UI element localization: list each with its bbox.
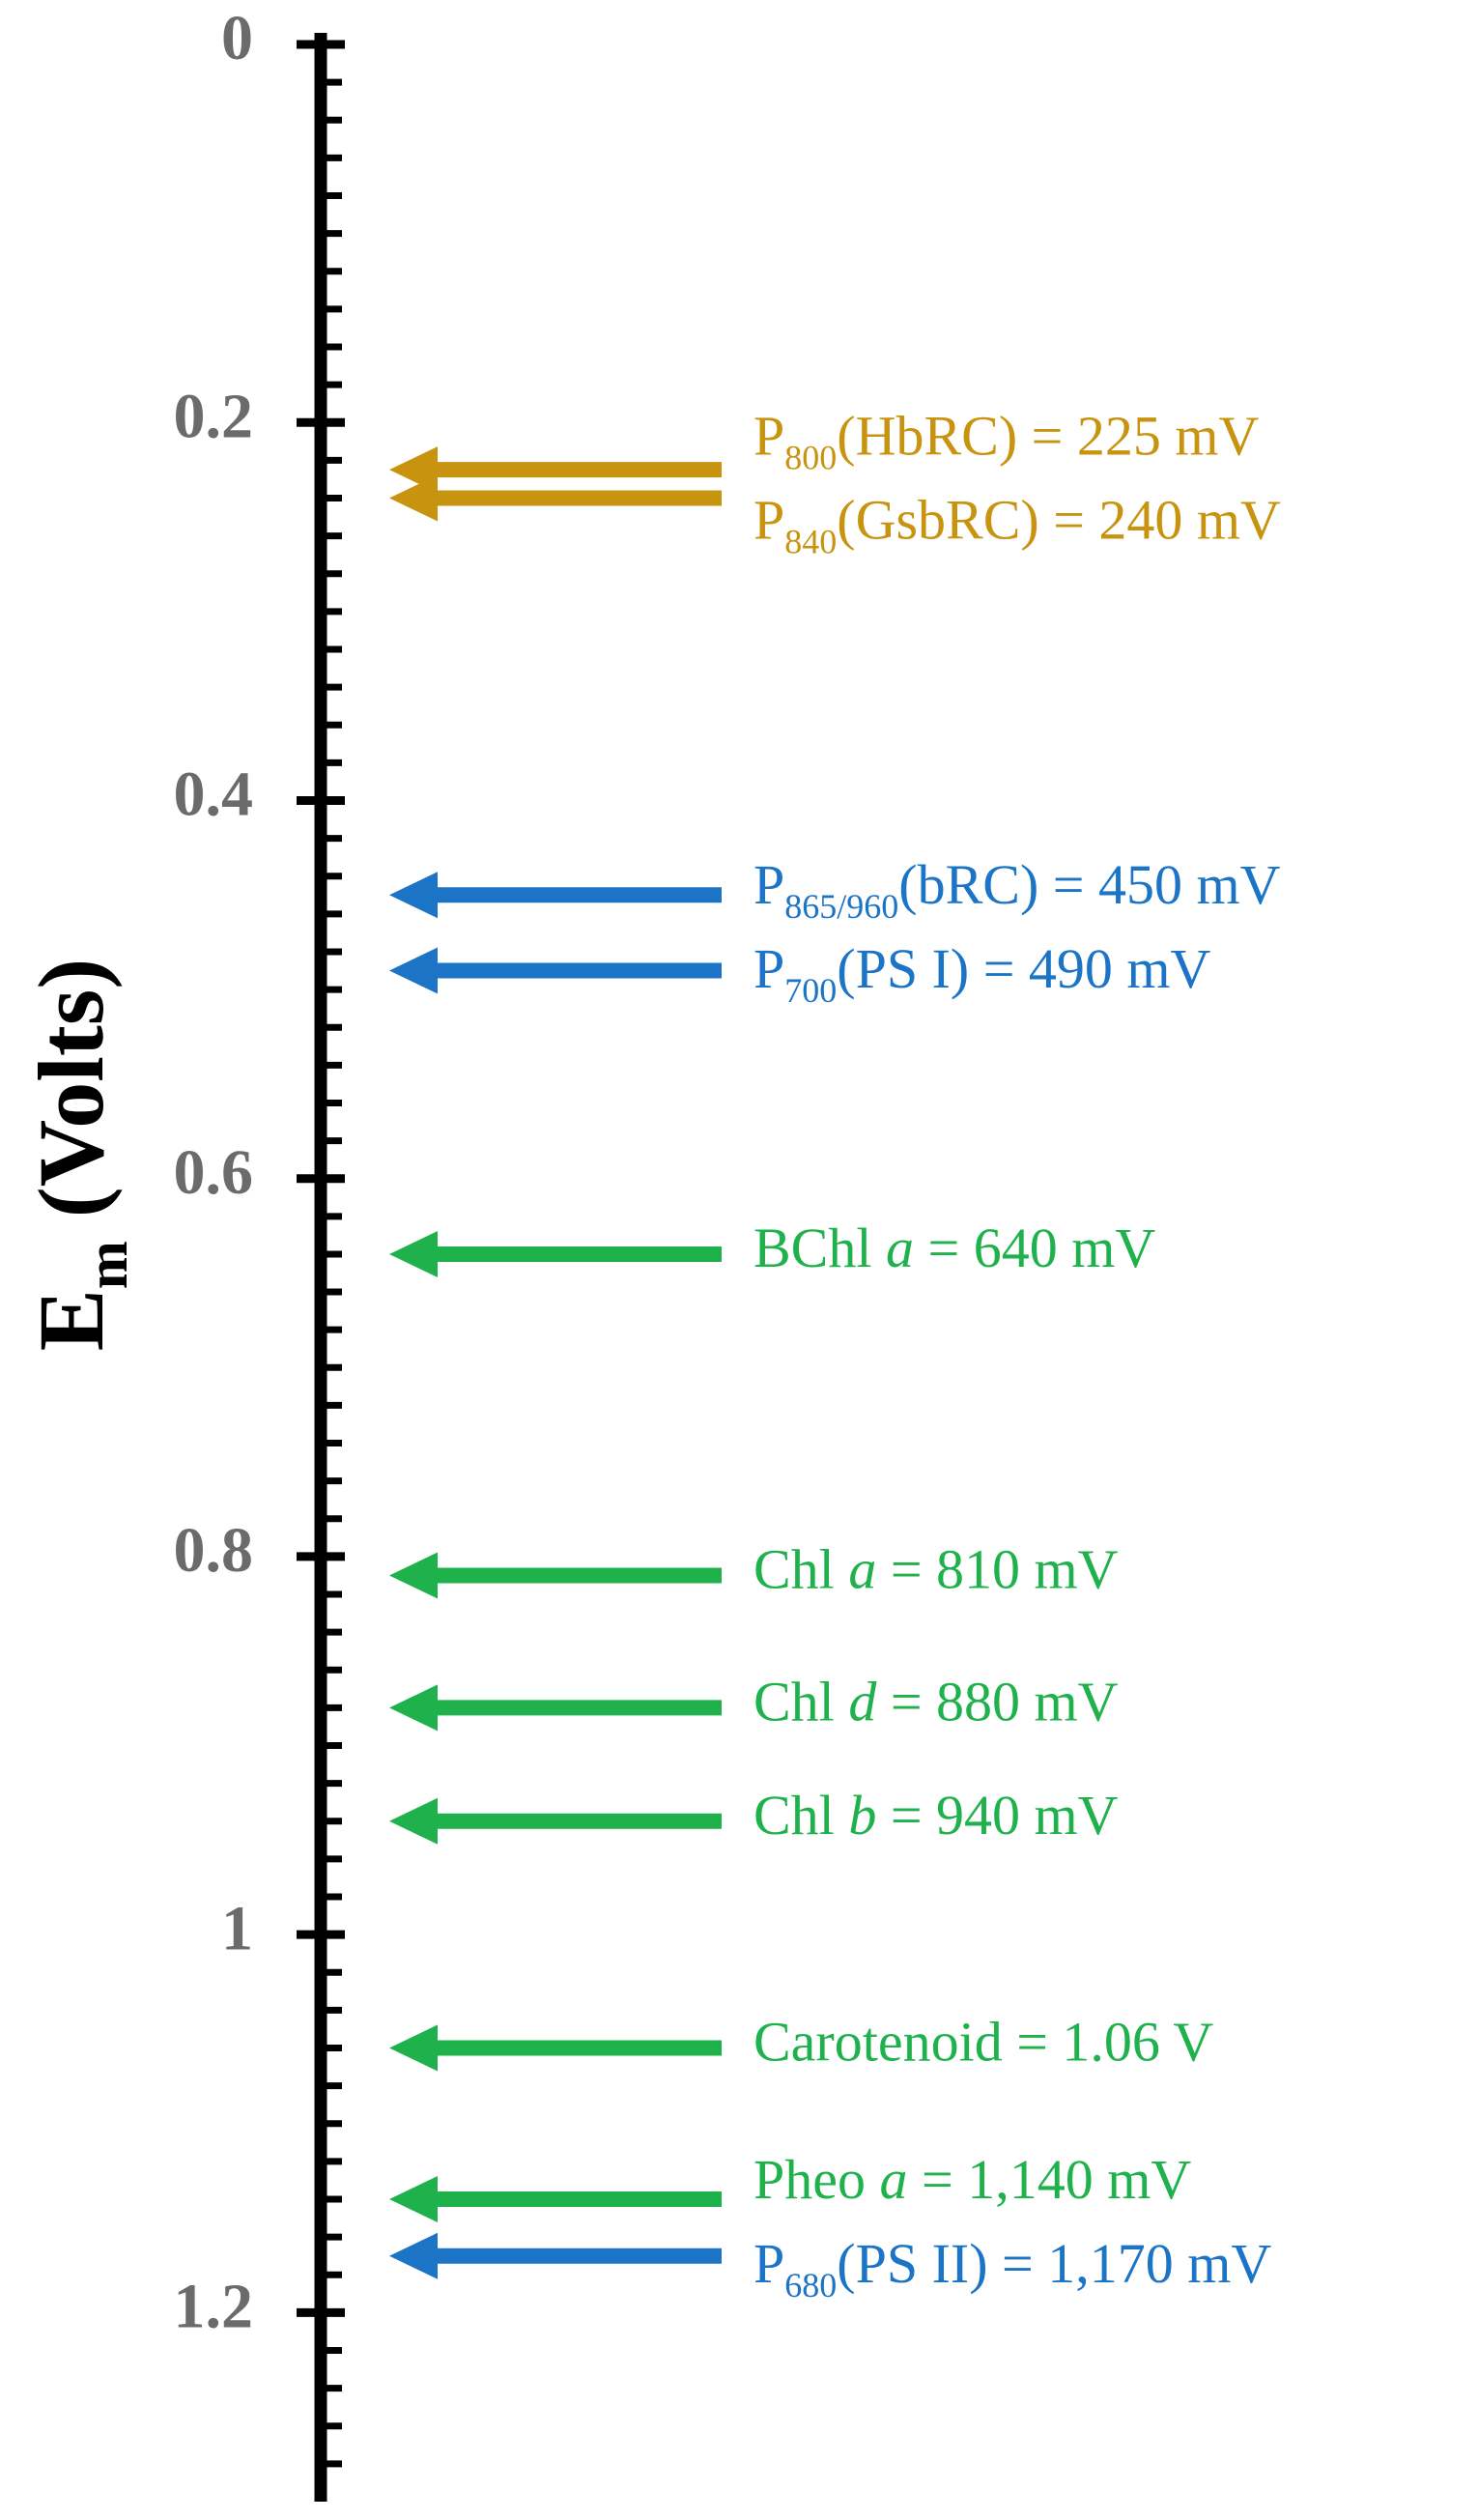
arrow	[389, 1552, 722, 1599]
arrow-label: Carotenoid = 1.06 V	[753, 2011, 1213, 2074]
arrow	[389, 1797, 722, 1845]
text-segment: 865/960	[784, 887, 898, 926]
text-segment: = 880 mV	[876, 1671, 1118, 1733]
text-segment: = 810 mV	[876, 1538, 1118, 1601]
text-segment: a	[886, 1217, 914, 1279]
y-tick-label: 0.4	[174, 759, 254, 830]
arrow	[389, 474, 722, 522]
y-tick-label: 0.2	[174, 381, 254, 451]
text-segment: Chl	[753, 1784, 848, 1847]
text-segment: Chl	[753, 1671, 848, 1733]
text-segment: P	[753, 405, 784, 468]
arrow-label: Pheo a = 1,140 mV	[753, 2148, 1191, 2211]
text-segment: P	[753, 853, 784, 916]
arrow	[389, 2176, 722, 2223]
text-segment: a	[848, 1538, 876, 1601]
text-segment: (PS II) = 1,170 mV	[837, 2232, 1271, 2295]
arrow-label: P800(HbRC) = 225 mV	[753, 405, 1259, 477]
text-segment: (HbRC) = 225 mV	[837, 405, 1259, 468]
arrow-label: P700(PS I) = 490 mV	[753, 937, 1211, 1010]
text-segment: (GsbRC) = 240 mV	[837, 489, 1281, 552]
text-segment: BChl	[753, 1217, 886, 1279]
arrow-label: P840(GsbRC) = 240 mV	[753, 489, 1281, 561]
arrow	[389, 2232, 722, 2279]
y-tick-label: 0	[221, 3, 253, 73]
arrow-label: P680(PS II) = 1,170 mV	[753, 2232, 1271, 2305]
y-tick-label: 1.2	[174, 2272, 254, 2342]
y-tick-label: 0.6	[174, 1137, 254, 1208]
arrow	[389, 872, 722, 919]
text-segment: d	[848, 1671, 877, 1733]
text-segment: (PS I) = 490 mV	[837, 937, 1210, 1000]
arrow	[389, 1684, 722, 1732]
arrow	[389, 947, 722, 994]
text-segment: P	[753, 2232, 784, 2295]
y-axis-label: Em (Volts)	[19, 959, 139, 1351]
text-segment: = 1,140 mV	[908, 2148, 1192, 2211]
arrow	[389, 2024, 722, 2072]
text-segment: Chl	[753, 1538, 848, 1601]
text-segment: 840	[784, 523, 837, 561]
arrow-label: P865/960(bRC) = 450 mV	[753, 853, 1281, 926]
text-segment: E	[19, 1289, 123, 1351]
arrow-label: Chl a = 810 mV	[753, 1538, 1119, 1601]
arrow-label: Chl d = 880 mV	[753, 1671, 1119, 1733]
text-segment: Pheo	[753, 2148, 880, 2211]
text-segment: 700	[784, 971, 837, 1010]
text-segment: (Volts)	[19, 959, 123, 1241]
arrow-label: Chl b = 940 mV	[753, 1784, 1119, 1847]
text-segment: m	[75, 1241, 139, 1289]
arrow	[389, 1230, 722, 1277]
text-segment: a	[880, 2148, 908, 2211]
text-segment: P	[753, 937, 784, 1000]
arrow	[389, 446, 722, 494]
text-segment: P	[753, 489, 784, 552]
text-segment: Carotenoid = 1.06 V	[753, 2011, 1213, 2074]
text-segment: 800	[784, 439, 837, 477]
text-segment: (bRC) = 450 mV	[898, 853, 1280, 916]
arrow-label: BChl a = 640 mV	[753, 1217, 1155, 1279]
text-segment: = 640 mV	[914, 1217, 1155, 1279]
text-segment: b	[848, 1784, 876, 1847]
y-tick-label: 1	[221, 1893, 253, 1963]
y-tick-label: 0.8	[174, 1515, 254, 1586]
text-segment: = 940 mV	[876, 1784, 1118, 1847]
text-segment: 680	[784, 2266, 837, 2305]
